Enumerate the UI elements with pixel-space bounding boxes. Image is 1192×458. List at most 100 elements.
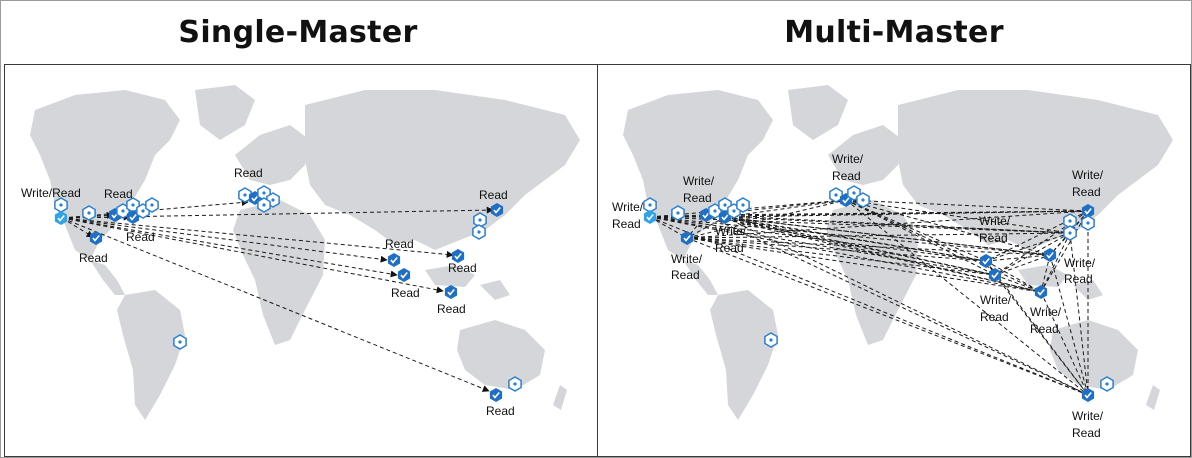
replication-edge — [649, 216, 1051, 256]
hexagon-outline-icon — [1100, 376, 1114, 392]
read-label: Read — [1072, 185, 1101, 199]
replication-edge — [724, 216, 1042, 293]
replication-edge — [724, 216, 1051, 256]
replication-edge — [1040, 232, 1071, 293]
read-label: Read — [79, 251, 108, 265]
read-label: Read — [1064, 272, 1093, 286]
replication-edge — [985, 260, 1042, 293]
read-label: Read — [448, 261, 477, 275]
replication-edge — [686, 216, 726, 239]
hexagon-check-icon — [387, 252, 401, 268]
multi-master-map: Write/ Read Write/ Read Write/ Read Writ… — [612, 85, 1173, 440]
read-label: Read — [234, 166, 263, 180]
hexagon-outline-icon — [643, 197, 657, 213]
write-read-labels: Write/ Read Write/ Read Write/ Read Writ… — [612, 152, 1104, 440]
write-label: Write/ — [671, 252, 703, 266]
replication-edge — [724, 216, 987, 262]
write-label: Write/ — [715, 224, 747, 238]
hexagon-outline-icon — [257, 197, 271, 213]
read-label: Read — [486, 404, 515, 418]
hexagon-outline-icon — [508, 376, 522, 392]
read-label: Read — [832, 169, 861, 183]
read-label: Read — [1030, 322, 1059, 336]
hexagon-check-icon — [489, 387, 503, 403]
replication-edge — [724, 216, 1089, 396]
read-label: Read — [715, 241, 744, 255]
read-label: Read — [1072, 426, 1101, 440]
world-map — [623, 85, 1173, 420]
read-label: Read — [479, 188, 508, 202]
replication-edge — [985, 260, 1089, 396]
replication-edge — [705, 214, 1071, 234]
hexagon-outline-icon — [671, 205, 685, 221]
replication-edge — [845, 199, 1089, 396]
replication-edge — [686, 199, 847, 239]
write-label: Write/ — [683, 174, 715, 188]
write-label: Write/ — [1072, 168, 1104, 182]
replication-edge — [845, 199, 1089, 212]
write-label: Write/ — [980, 293, 1012, 307]
hexagon-check-icon — [444, 284, 458, 300]
single-master-map: Write/Read Read Read Read Read Read Read… — [21, 85, 580, 420]
replication-edge — [686, 237, 996, 276]
replication-edge — [686, 237, 1042, 293]
read-label: Read — [104, 187, 133, 201]
multi-master-panel: Write/ Read Write/ Read Write/ Read Writ… — [597, 64, 1191, 457]
read-label: Read — [612, 217, 641, 231]
write-label: Write/ — [612, 200, 644, 214]
world-map — [30, 85, 580, 420]
write-label: Write/ — [1072, 409, 1104, 423]
replication-edge — [705, 210, 1089, 216]
single-master-panel: Write/Read Read Read Read Read Read Read… — [4, 64, 598, 457]
replication-edge — [845, 199, 987, 262]
hexagon-outline-icon — [54, 197, 68, 213]
replication-edge — [724, 199, 847, 218]
replication-edge — [649, 216, 1089, 396]
read-label: Read — [671, 268, 700, 282]
replication-edge — [649, 216, 987, 262]
hexagon-outline-icon — [1063, 225, 1077, 241]
hexagon-check-icon — [1034, 284, 1048, 300]
mesh-edges — [649, 199, 1089, 396]
write-label: Write/ — [979, 214, 1011, 228]
replication-edge — [845, 199, 1042, 293]
read-label: Read — [391, 286, 420, 300]
hexagon-outline-icon — [82, 205, 96, 221]
read-label: Read — [126, 230, 155, 244]
replication-edge — [649, 216, 688, 239]
hexagon-outline-icon — [145, 197, 159, 213]
replication-edge — [1040, 291, 1089, 396]
replication-edge — [1049, 254, 1089, 396]
replication-edge — [649, 216, 996, 276]
read-label: Read — [980, 310, 1009, 324]
single-master-title: Single-Master — [178, 15, 418, 50]
replication-edge — [686, 237, 987, 262]
hexagon-outline-icon — [764, 332, 778, 348]
hexagon-outline-icon — [472, 224, 486, 240]
replication-edge — [705, 214, 1089, 396]
replication-edge — [724, 210, 1089, 218]
replication-edge — [1040, 210, 1089, 293]
replication-edge — [994, 274, 1042, 293]
replication-edge — [1040, 254, 1051, 293]
replication-edge — [845, 199, 1071, 234]
replication-edge — [686, 237, 1089, 396]
replication-edge — [1069, 232, 1089, 396]
replication-edge — [686, 232, 1071, 239]
replication-edge — [686, 210, 1089, 239]
replication-edge — [985, 254, 1051, 262]
hexagon-outline-icon — [856, 192, 870, 208]
replication-edge — [686, 237, 1051, 256]
replication-edge — [994, 232, 1071, 276]
hexagon-outline-icon — [1081, 215, 1095, 231]
replication-edge — [705, 214, 1042, 293]
read-label: Read — [979, 231, 1008, 245]
replication-edge — [985, 232, 1071, 262]
write-label: Write/ — [1064, 256, 1096, 270]
replication-edge — [994, 274, 1089, 396]
read-label: Read — [437, 302, 466, 316]
read-label: Read — [683, 191, 712, 205]
write-label: Write/ — [1030, 305, 1062, 319]
hexagon-check-icon — [397, 267, 411, 283]
